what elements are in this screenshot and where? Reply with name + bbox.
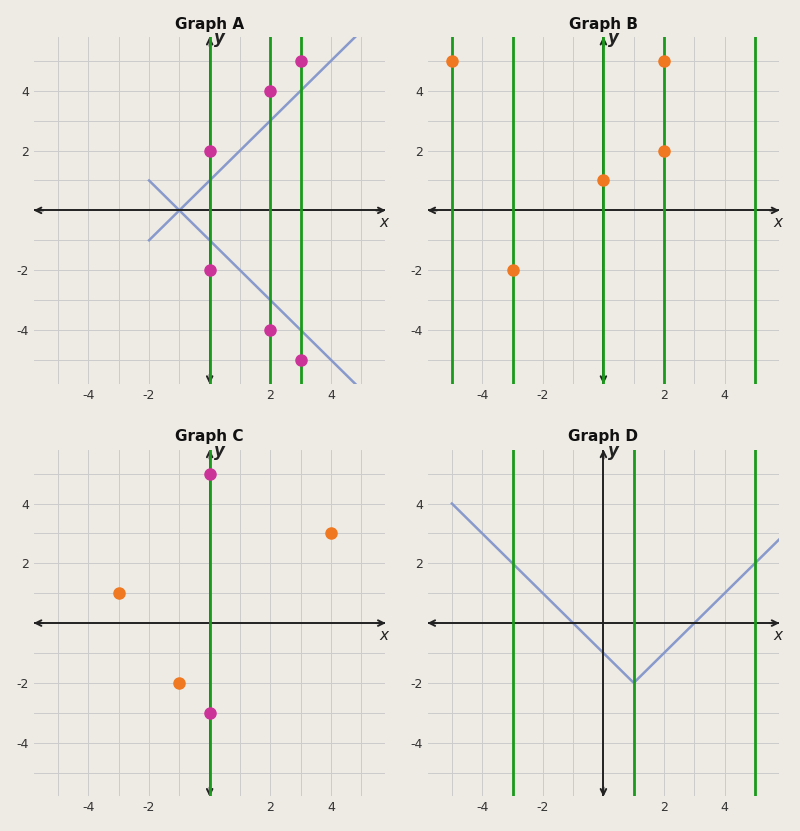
Text: x: x	[379, 215, 388, 230]
Title: Graph B: Graph B	[569, 17, 638, 32]
Text: x: x	[379, 627, 388, 642]
Text: y: y	[608, 29, 619, 47]
Title: Graph A: Graph A	[175, 17, 244, 32]
Title: Graph D: Graph D	[569, 430, 638, 445]
Text: x: x	[773, 627, 782, 642]
Text: y: y	[214, 442, 225, 460]
Text: y: y	[214, 29, 225, 47]
Title: Graph C: Graph C	[175, 430, 244, 445]
Text: y: y	[608, 442, 619, 460]
Text: x: x	[773, 215, 782, 230]
